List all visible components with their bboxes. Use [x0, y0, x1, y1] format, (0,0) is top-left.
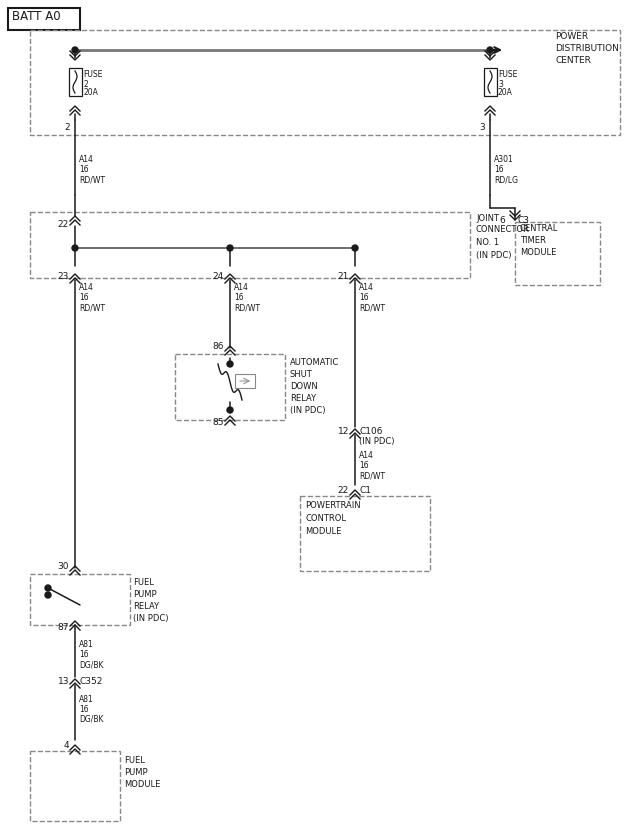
- Text: DG/BK: DG/BK: [79, 715, 104, 724]
- Text: RELAY: RELAY: [290, 394, 316, 403]
- Circle shape: [227, 407, 233, 413]
- Text: (IN PDC): (IN PDC): [359, 437, 394, 446]
- Text: SHUT: SHUT: [290, 370, 313, 379]
- Text: PUMP: PUMP: [133, 590, 157, 599]
- Text: (IN PDC): (IN PDC): [290, 406, 326, 415]
- Text: 2: 2: [83, 80, 88, 89]
- Text: 16: 16: [79, 165, 88, 174]
- Text: CENTRAL: CENTRAL: [520, 224, 558, 233]
- Text: RD/WT: RD/WT: [79, 303, 105, 312]
- Text: 87: 87: [58, 623, 69, 632]
- Text: 16: 16: [79, 705, 88, 714]
- Text: 2: 2: [65, 123, 70, 132]
- Bar: [483, 68, 497, 96]
- Text: DOWN: DOWN: [290, 382, 317, 391]
- Text: POWER: POWER: [555, 32, 588, 41]
- Text: C106: C106: [359, 427, 383, 436]
- Text: RD/WT: RD/WT: [234, 303, 260, 312]
- Text: RD/LG: RD/LG: [494, 175, 518, 184]
- Text: C1: C1: [359, 486, 371, 495]
- Text: 21: 21: [338, 272, 349, 281]
- Text: 30: 30: [58, 562, 69, 571]
- Text: MODULE: MODULE: [124, 780, 161, 789]
- Text: POWERTRAIN: POWERTRAIN: [305, 501, 360, 510]
- Text: 24: 24: [212, 272, 224, 281]
- Text: A81: A81: [79, 695, 93, 704]
- Circle shape: [45, 585, 51, 591]
- Text: 3: 3: [479, 123, 485, 132]
- Text: 23: 23: [58, 272, 69, 281]
- Text: CENTER: CENTER: [555, 56, 591, 65]
- Text: MODULE: MODULE: [520, 248, 556, 257]
- Text: 12: 12: [338, 427, 349, 436]
- Text: 16: 16: [359, 461, 369, 470]
- Text: FUSE: FUSE: [83, 70, 102, 79]
- Text: (IN PDC): (IN PDC): [476, 251, 511, 260]
- Text: 16: 16: [494, 165, 504, 174]
- Text: C352: C352: [79, 677, 102, 686]
- Text: 3: 3: [498, 80, 503, 89]
- Circle shape: [352, 245, 358, 251]
- Bar: [68, 68, 81, 96]
- Circle shape: [72, 245, 78, 251]
- Text: A81: A81: [79, 640, 93, 649]
- Text: A14: A14: [359, 451, 374, 460]
- Text: 16: 16: [359, 293, 369, 302]
- Text: FUEL: FUEL: [124, 756, 145, 765]
- Circle shape: [487, 47, 493, 53]
- Text: 16: 16: [79, 293, 88, 302]
- Text: 20A: 20A: [83, 88, 98, 97]
- Text: MODULE: MODULE: [305, 527, 341, 536]
- Text: 13: 13: [58, 677, 69, 686]
- Text: RELAY: RELAY: [133, 602, 159, 611]
- Text: DG/BK: DG/BK: [79, 660, 104, 669]
- Text: 22: 22: [338, 486, 349, 495]
- Text: (IN PDC): (IN PDC): [133, 614, 168, 623]
- Text: CONNECTOR: CONNECTOR: [476, 225, 530, 234]
- Text: C3: C3: [518, 216, 530, 225]
- Text: 85: 85: [212, 418, 224, 427]
- Text: 86: 86: [212, 342, 224, 351]
- Text: 6: 6: [499, 216, 505, 225]
- Text: A14: A14: [234, 283, 249, 292]
- Text: RD/WT: RD/WT: [359, 471, 385, 480]
- Text: A14: A14: [79, 283, 94, 292]
- Text: 22: 22: [58, 220, 69, 229]
- Text: RD/WT: RD/WT: [79, 175, 105, 184]
- Text: A301: A301: [494, 155, 514, 164]
- Circle shape: [227, 361, 233, 367]
- Text: FUSE: FUSE: [498, 70, 517, 79]
- Text: 16: 16: [234, 293, 244, 302]
- Text: PUMP: PUMP: [124, 768, 148, 777]
- Circle shape: [45, 592, 51, 598]
- Text: 20A: 20A: [498, 88, 513, 97]
- Circle shape: [227, 245, 233, 251]
- Text: CONTROL: CONTROL: [305, 514, 346, 523]
- Text: NO. 1: NO. 1: [476, 238, 499, 247]
- Text: JOINT: JOINT: [476, 214, 499, 223]
- Text: AUTOMATIC: AUTOMATIC: [290, 358, 339, 367]
- Text: 4: 4: [63, 741, 69, 750]
- Text: A14: A14: [79, 155, 94, 164]
- Text: 16: 16: [79, 650, 88, 659]
- Text: RD/WT: RD/WT: [359, 303, 385, 312]
- Circle shape: [72, 47, 78, 53]
- Text: TIMER: TIMER: [520, 236, 546, 245]
- Text: A14: A14: [359, 283, 374, 292]
- Text: BATT A0: BATT A0: [12, 10, 61, 23]
- Text: DISTRIBUTION: DISTRIBUTION: [555, 44, 619, 53]
- Text: FUEL: FUEL: [133, 578, 154, 587]
